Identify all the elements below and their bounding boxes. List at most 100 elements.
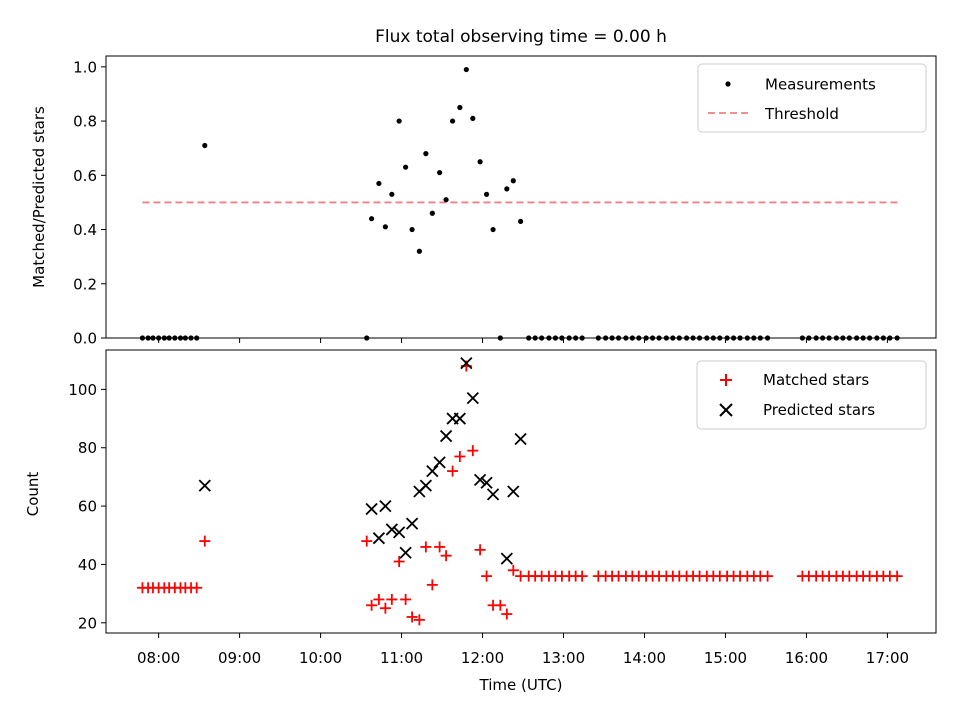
matched-star-point [373, 593, 385, 605]
matched-star-point [379, 602, 391, 614]
count-xtick-label: 15:00 [704, 649, 747, 667]
matched-star-point [366, 599, 378, 611]
predicted-star-point [365, 502, 378, 516]
matched-star-point [199, 535, 211, 547]
measurement-point [416, 248, 422, 254]
legend-label-threshold: Threshold [764, 105, 839, 123]
predicted-star-point [473, 473, 487, 486]
predicted-star-point [405, 517, 419, 530]
legend-marker-matched [720, 374, 732, 386]
matched-star-point [191, 582, 203, 594]
measurement-point [483, 191, 490, 197]
matched-star-point [762, 570, 774, 582]
count-y-axis-label: Count [24, 472, 42, 517]
predicted-star-point [500, 552, 513, 565]
measurement-point [517, 218, 524, 225]
ratio-ytick-label: 1.0 [73, 58, 97, 76]
measurement-point [369, 216, 375, 222]
count-xtick-label: 11:00 [380, 649, 423, 667]
matched-star-point [467, 445, 479, 457]
ratio-y-axis-label: Matched/Predicted stars [30, 106, 48, 288]
count-xtick-label: 12:00 [461, 649, 504, 667]
predicted-star-point [486, 488, 500, 501]
matched-star-point [454, 450, 466, 462]
matched-star-point [386, 593, 398, 605]
ratio-ytick-label: 0.4 [73, 221, 97, 239]
x-axis-label: Time (UTC) [479, 676, 563, 694]
predicted-star-point [507, 485, 520, 498]
measurement-point [382, 224, 388, 230]
matched-star-point [576, 570, 588, 582]
predicted-star-point [439, 429, 453, 443]
measurement-point [463, 66, 469, 73]
measurement-point [470, 115, 476, 121]
count-ytick-label: 20 [78, 614, 97, 632]
count-ytick-label: 80 [78, 439, 97, 457]
measurement-point [389, 191, 395, 197]
ratio-ytick-label: 0.8 [73, 113, 97, 131]
measurement-point [510, 178, 516, 184]
matched-star-point [393, 556, 405, 568]
count-ytick-label: 100 [68, 381, 97, 399]
predicted-star-point [399, 546, 412, 559]
count-xtick-label: 17:00 [866, 649, 909, 667]
ratio-panel: 0.0 0.2 0.4 0.6 0.8 1.0 Matched/Predicted sta… [30, 55, 937, 348]
count-xtick-label: 10:00 [299, 649, 342, 667]
matched-star-point [434, 541, 446, 553]
measurement-point [490, 226, 496, 233]
measurement-point [376, 180, 382, 187]
predicted-star-point [198, 479, 211, 492]
measurement-point [423, 151, 429, 157]
predicted-star-point [426, 464, 439, 478]
measurement-point [202, 142, 208, 149]
matched-star-point [891, 570, 903, 582]
ratio-ytick-label: 0.2 [73, 275, 97, 293]
measurement-point [443, 197, 449, 203]
legend-label-matched: Matched stars [763, 371, 869, 389]
figure-title: Flux total observing time = 0.00 h [375, 27, 667, 47]
count-ytick-label: 40 [78, 556, 97, 574]
ratio-legend: Measurements Threshold [697, 63, 927, 133]
ratio-plot-frame [105, 55, 937, 339]
matched-star-point [420, 541, 432, 553]
predicted-star-point [419, 479, 432, 492]
count-plot-frame [105, 349, 937, 634]
count-legend-box [696, 360, 927, 430]
predicted-star-point [514, 432, 527, 446]
matched-star-point [501, 608, 513, 620]
matched-star-point [447, 465, 459, 477]
measurement-point [403, 164, 409, 170]
count-xtick-label: 14:00 [623, 649, 666, 667]
legend-label-measurements: Measurements [765, 76, 876, 94]
matched-star-point [494, 599, 506, 611]
count-xtick-label: 08:00 [137, 649, 180, 667]
count-panel: 20 40 60 80 100 08:00 09:00 10:00 11:00 12:00 13:… [24, 349, 937, 694]
count-xtick-label: 16:00 [785, 649, 828, 667]
measurement-point [504, 186, 510, 192]
measurement-point [457, 104, 463, 111]
measurement-point [449, 118, 456, 124]
predicted-star-point [372, 532, 386, 545]
measurement-point [477, 159, 483, 165]
measurement-point [409, 226, 415, 233]
matched-star-point [361, 535, 373, 547]
predicted-star-point [385, 523, 398, 536]
count-ytick-label: 60 [78, 498, 97, 516]
measurement-point [437, 169, 443, 176]
measurement-point [429, 210, 435, 216]
matched-star-point [474, 544, 486, 556]
matched-star-point [481, 570, 493, 582]
predicted-star-point [460, 356, 473, 370]
measurement-point [396, 118, 402, 124]
predicted-star-point [379, 499, 392, 513]
predicted-star-point [433, 456, 446, 469]
predicted-star-point [392, 526, 406, 539]
matched-star-point [440, 550, 452, 562]
count-legend: Matched stars Predicted stars [696, 360, 927, 430]
predicted-star-point [453, 412, 466, 425]
count-xtick-label: 13:00 [542, 649, 585, 667]
matched-star-point [413, 614, 425, 626]
legend-marker-predicted [719, 403, 733, 417]
ratio-ytick-label: 0.0 [73, 330, 97, 348]
